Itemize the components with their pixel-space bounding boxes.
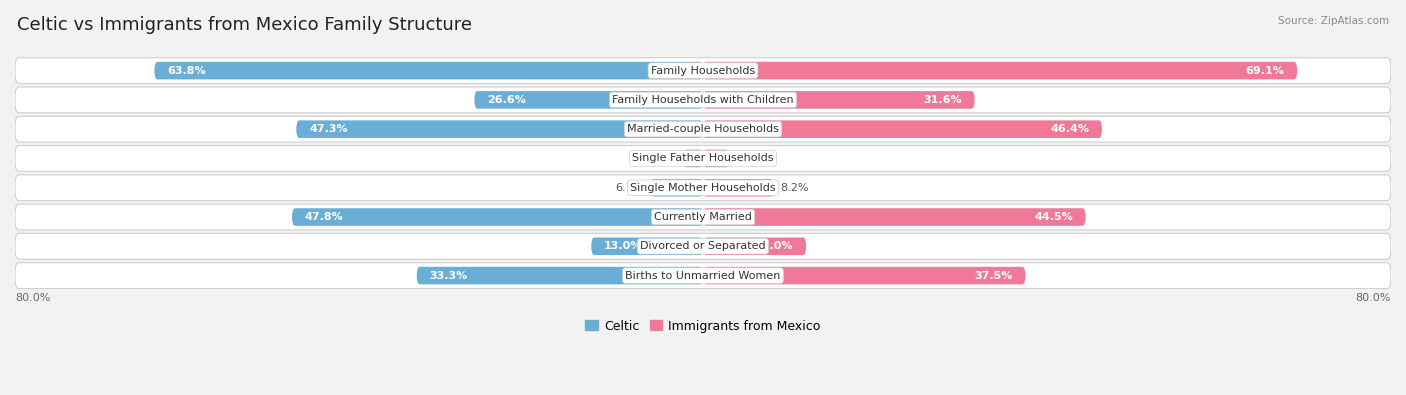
FancyBboxPatch shape: [292, 208, 703, 226]
Text: Currently Married: Currently Married: [654, 212, 752, 222]
FancyBboxPatch shape: [15, 58, 1391, 83]
FancyBboxPatch shape: [15, 146, 1391, 171]
Text: 6.1%: 6.1%: [616, 183, 644, 193]
Text: Celtic vs Immigrants from Mexico Family Structure: Celtic vs Immigrants from Mexico Family …: [17, 16, 472, 34]
FancyBboxPatch shape: [155, 62, 703, 79]
FancyBboxPatch shape: [15, 175, 1391, 201]
Text: 80.0%: 80.0%: [1355, 293, 1391, 303]
Text: 2.3%: 2.3%: [648, 153, 676, 164]
Text: 46.4%: 46.4%: [1050, 124, 1090, 134]
Text: Single Father Households: Single Father Households: [633, 153, 773, 164]
FancyBboxPatch shape: [15, 87, 1391, 113]
FancyBboxPatch shape: [703, 150, 728, 167]
FancyBboxPatch shape: [703, 179, 773, 197]
Text: Divorced or Separated: Divorced or Separated: [640, 241, 766, 251]
Text: Family Households: Family Households: [651, 66, 755, 75]
FancyBboxPatch shape: [703, 267, 1025, 284]
Text: 13.0%: 13.0%: [605, 241, 643, 251]
FancyBboxPatch shape: [703, 91, 974, 109]
FancyBboxPatch shape: [15, 204, 1391, 230]
Text: 80.0%: 80.0%: [15, 293, 51, 303]
Text: 31.6%: 31.6%: [924, 95, 962, 105]
Text: Married-couple Households: Married-couple Households: [627, 124, 779, 134]
Text: 63.8%: 63.8%: [167, 66, 205, 75]
Text: Family Households with Children: Family Households with Children: [612, 95, 794, 105]
Text: Births to Unmarried Women: Births to Unmarried Women: [626, 271, 780, 280]
FancyBboxPatch shape: [474, 91, 703, 109]
FancyBboxPatch shape: [297, 120, 703, 138]
Text: 69.1%: 69.1%: [1246, 66, 1284, 75]
Text: 3.0%: 3.0%: [735, 153, 763, 164]
FancyBboxPatch shape: [591, 237, 703, 255]
Text: 47.3%: 47.3%: [309, 124, 347, 134]
Text: 12.0%: 12.0%: [755, 241, 793, 251]
Legend: Celtic, Immigrants from Mexico: Celtic, Immigrants from Mexico: [581, 315, 825, 338]
Text: 26.6%: 26.6%: [486, 95, 526, 105]
FancyBboxPatch shape: [703, 62, 1298, 79]
Text: 44.5%: 44.5%: [1033, 212, 1073, 222]
FancyBboxPatch shape: [15, 233, 1391, 259]
FancyBboxPatch shape: [651, 179, 703, 197]
FancyBboxPatch shape: [703, 237, 806, 255]
FancyBboxPatch shape: [683, 150, 703, 167]
FancyBboxPatch shape: [15, 263, 1391, 288]
Text: 37.5%: 37.5%: [974, 271, 1012, 280]
Text: 8.2%: 8.2%: [780, 183, 808, 193]
FancyBboxPatch shape: [416, 267, 703, 284]
Text: 33.3%: 33.3%: [429, 271, 468, 280]
Text: Single Mother Households: Single Mother Households: [630, 183, 776, 193]
FancyBboxPatch shape: [15, 116, 1391, 142]
FancyBboxPatch shape: [703, 208, 1085, 226]
FancyBboxPatch shape: [703, 120, 1102, 138]
Text: Source: ZipAtlas.com: Source: ZipAtlas.com: [1278, 16, 1389, 26]
Text: 47.8%: 47.8%: [305, 212, 343, 222]
